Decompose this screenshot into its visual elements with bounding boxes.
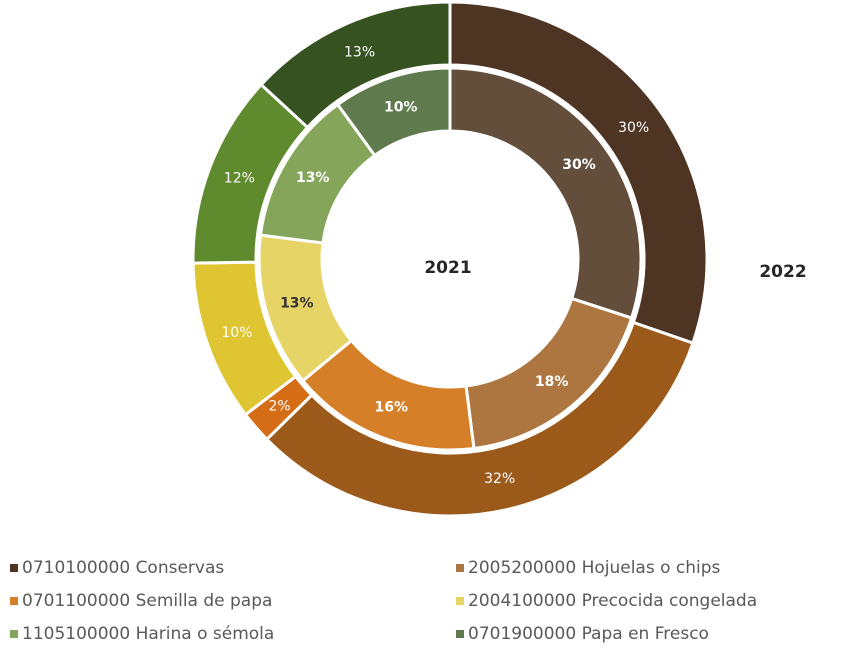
- legend-label: 0701100000 Semilla de papa: [22, 591, 272, 611]
- legend-label: 2004100000 Precocida congelada: [468, 591, 757, 611]
- legend-marker: [10, 630, 18, 638]
- data-label: 13%: [344, 44, 375, 60]
- data-label: 13%: [296, 170, 330, 186]
- data-label: 16%: [375, 399, 409, 415]
- donut-slice: [448, 0, 709, 345]
- data-label: 12%: [224, 171, 255, 187]
- donut-slice: [335, 66, 452, 158]
- legend-marker: [10, 597, 18, 605]
- donut-slice: [448, 66, 643, 320]
- data-label: 10%: [384, 99, 418, 115]
- legend-marker: [456, 564, 464, 572]
- data-label: 30%: [562, 157, 596, 173]
- legend-label: 0710100000 Conservas: [22, 558, 224, 578]
- donut-slice: [264, 320, 695, 518]
- donut-slice: [259, 0, 452, 130]
- legend-marker: [10, 564, 18, 572]
- data-label: 18%: [535, 374, 569, 390]
- legend-marker: [456, 630, 464, 638]
- data-label: 10%: [221, 325, 252, 341]
- outer-series-name: 2022: [759, 262, 806, 282]
- data-label: 32%: [484, 471, 515, 487]
- legend-label: 0701900000 Papa en Fresco: [468, 624, 709, 644]
- data-label: 2%: [268, 399, 290, 415]
- data-label: 13%: [280, 295, 314, 311]
- inner-series-name: 2021: [424, 258, 471, 278]
- legend-label: 1105100000 Harina o sémola: [22, 624, 274, 644]
- legend-label: 2005200000 Hojuelas o chips: [468, 558, 721, 578]
- data-label: 30%: [618, 120, 649, 136]
- legend-marker: [456, 597, 464, 605]
